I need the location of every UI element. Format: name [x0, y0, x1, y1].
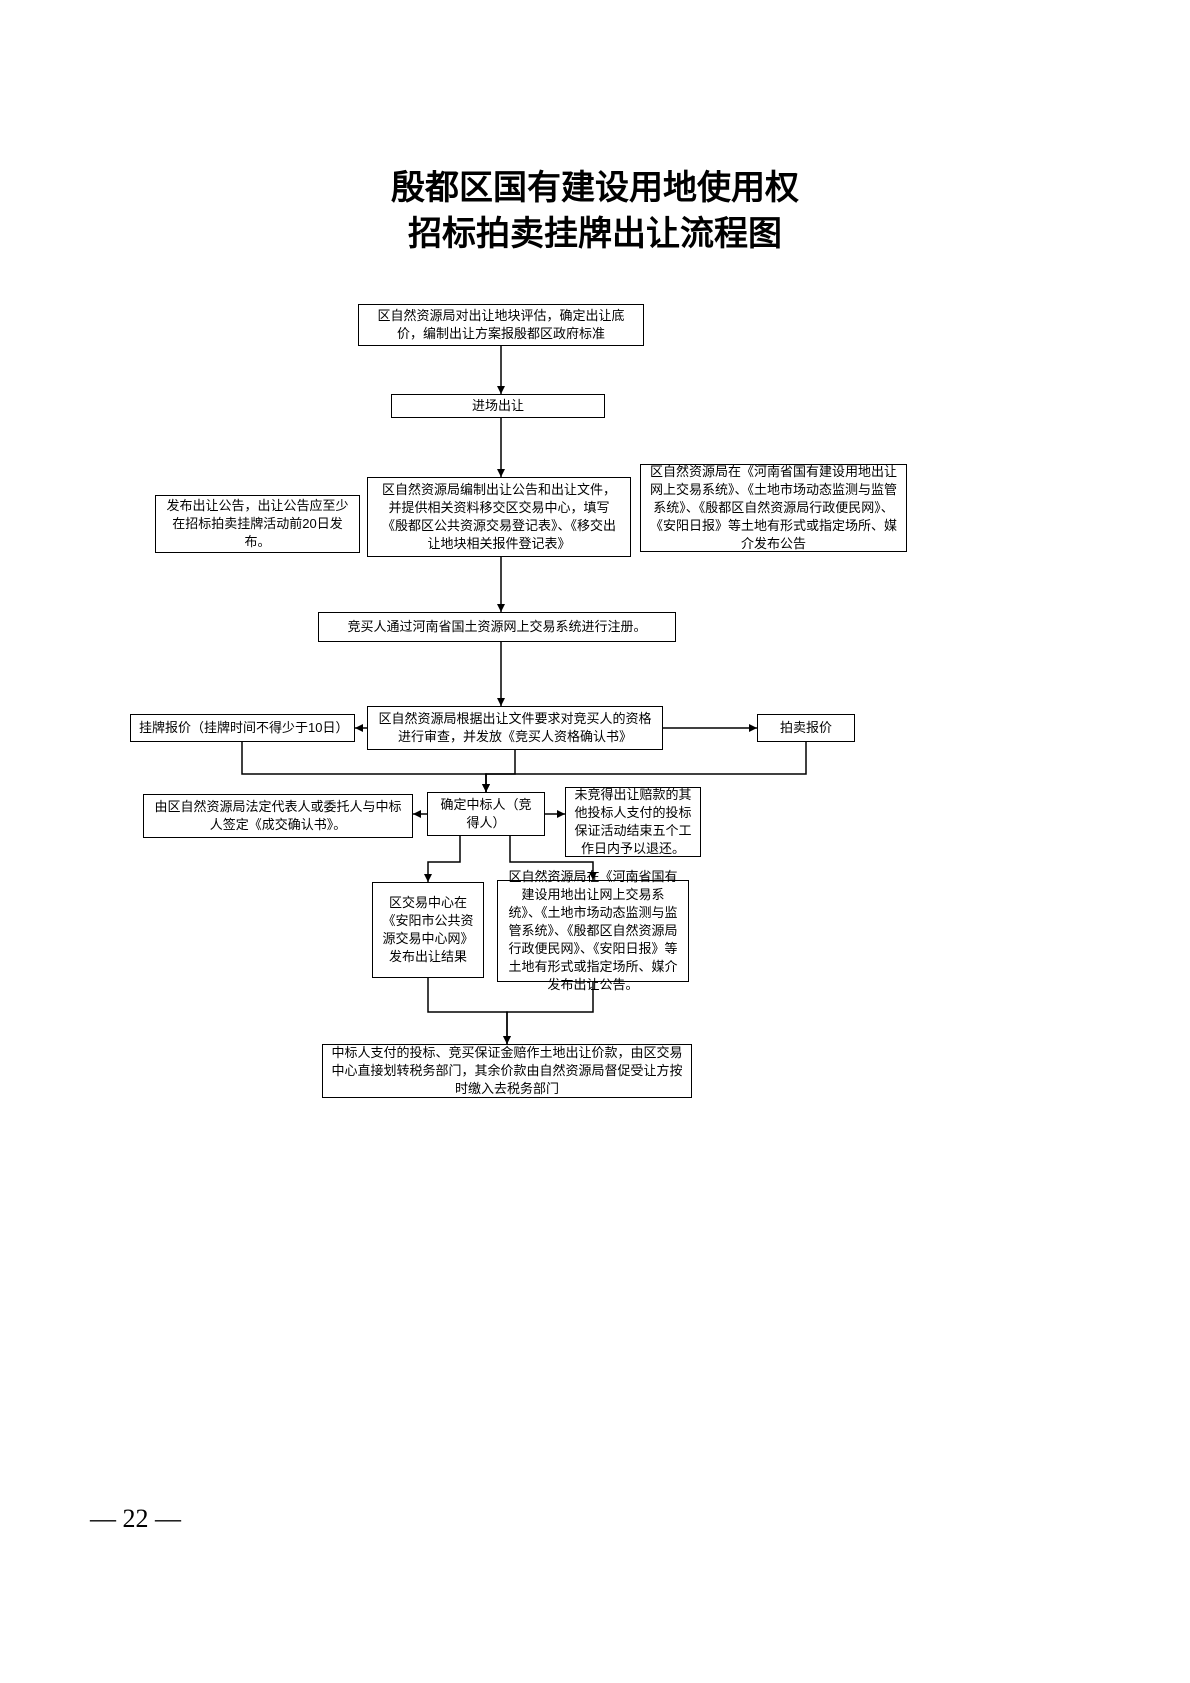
flow-node-n7R: 区自然资源局在《河南省国有建设用地出让网上交易系统》、《土地市场动态监测与监管系…: [497, 880, 689, 982]
page-number: — 22 —: [90, 1504, 181, 1534]
title-block: 殷都区国有建设用地使用权 招标拍卖挂牌出让流程图: [0, 165, 1190, 257]
flow-node-n6L: 由区自然资源局法定代表人或委托人与中标人签定《成交确认书》。: [143, 794, 413, 838]
flow-node-n8: 中标人支付的投标、竞买保证金赔作土地出让价款，由区交易中心直接划转税务部门，其余…: [322, 1044, 692, 1098]
flow-node-n4: 竞买人通过河南省国土资源网上交易系统进行注册。: [318, 612, 676, 642]
flow-node-n1: 区自然资源局对出让地块评估，确定出让底价，编制出让方案报殷都区政府标准: [358, 304, 644, 346]
flow-node-n5R: 拍卖报价: [757, 714, 855, 742]
flow-node-n6C: 确定中标人（竞得人）: [427, 792, 545, 836]
title-line-2: 招标拍卖挂牌出让流程图: [0, 211, 1190, 257]
flow-node-n2: 进场出让: [391, 394, 605, 418]
flow-node-n7L: 区交易中心在《安阳市公共资源交易中心网》发布出让结果: [372, 882, 484, 978]
flow-node-n3R: 区自然资源局在《河南省国有建设用地出让网上交易系统》、《土地市场动态监测与监管系…: [640, 464, 907, 552]
flow-node-n6R: 未竞得出让赔款的其他投标人支付的投标保证活动结束五个工作日内予以退还。: [565, 787, 701, 857]
flow-node-n5C: 区自然资源局根据出让文件要求对竞买人的资格进行审查，并发放《竞买人资格确认书》: [367, 706, 663, 750]
page: 殷都区国有建设用地使用权 招标拍卖挂牌出让流程图 区自然资源局对出让地块评估，确…: [0, 0, 1190, 1683]
flow-node-n3L: 发布出让公告，出让公告应至少在招标拍卖挂牌活动前20日发布。: [155, 495, 360, 553]
flow-node-n3C: 区自然资源局编制出让公告和出让文件，并提供相关资料移交区交易中心，填写《殷都区公…: [367, 477, 631, 557]
flow-node-n5L: 挂牌报价（挂牌时间不得少于10日）: [130, 714, 355, 742]
title-line-1: 殷都区国有建设用地使用权: [0, 165, 1190, 211]
